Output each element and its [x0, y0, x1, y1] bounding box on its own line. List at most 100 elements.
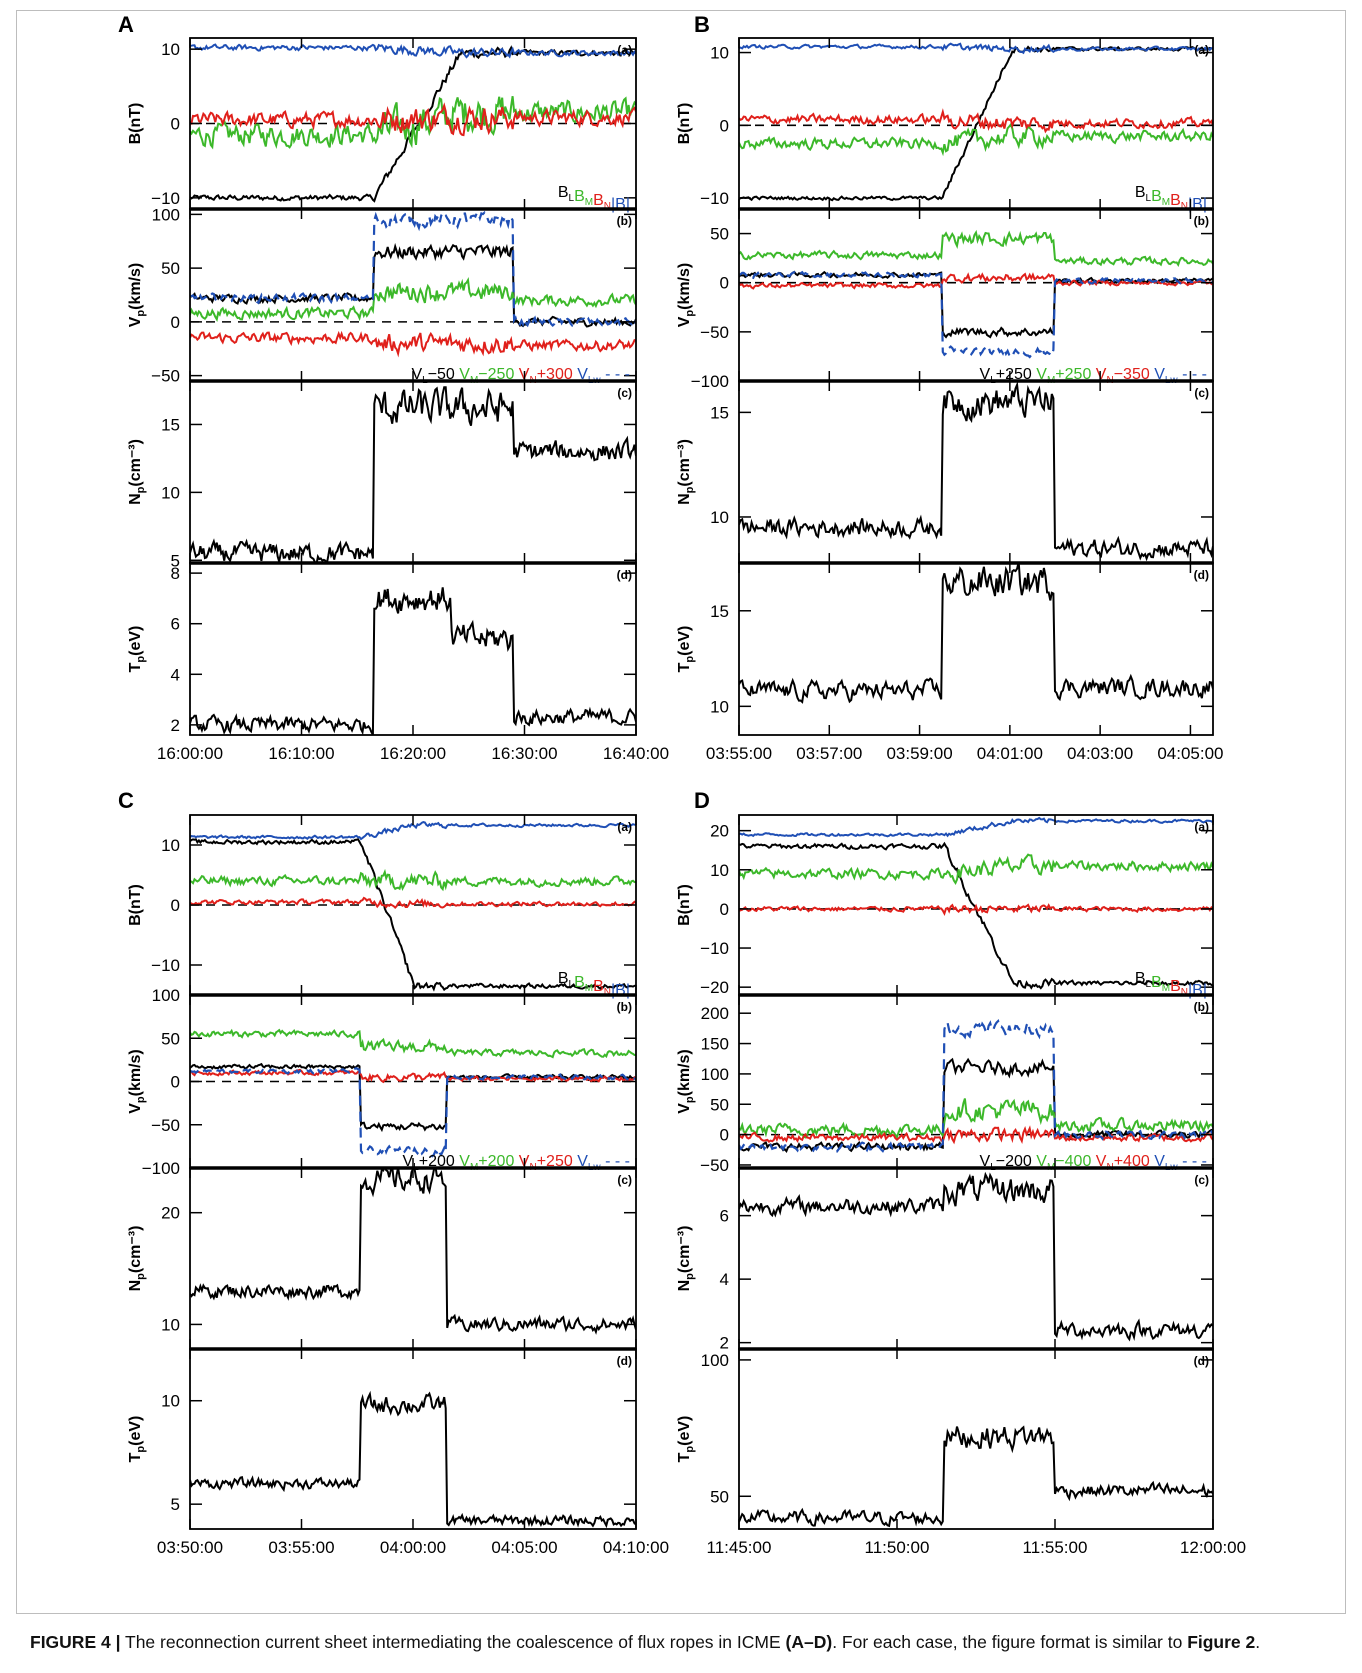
y-tick-label: 10	[710, 861, 729, 880]
legend-entry: V	[1150, 1153, 1165, 1170]
panel-tag: (a)	[1194, 43, 1209, 57]
y-tick-label: 10	[710, 508, 729, 527]
y-label-main: N	[676, 1280, 693, 1292]
series-line-bm	[190, 96, 636, 150]
legend-subscript: L	[569, 979, 575, 990]
legend-subscript: N	[1181, 201, 1188, 212]
caption-figure-ref: Figure 2	[1187, 1632, 1256, 1652]
panel-c-d: 5 10 Tp(eV) (d) 03:50:00 03:55:00 04:00:00 04:0…	[127, 1347, 669, 1557]
y-axis-label: Tp(eV)	[127, 626, 147, 673]
x-tick-label: 03:59:00	[886, 744, 952, 763]
legend-suffix: −250	[478, 366, 514, 383]
legend-entry: B	[1170, 192, 1181, 209]
y-axis-label: Np(cm⁻³)	[676, 1226, 696, 1292]
legend-suffix: −400	[1055, 1153, 1091, 1170]
legend-entry: B	[1170, 978, 1181, 995]
y-tick-label: 0	[720, 274, 729, 293]
y-axis-label: Np(cm⁻³)	[676, 439, 696, 505]
y-tick-label: 4	[171, 665, 180, 684]
y-label-unit: (km/s)	[127, 1049, 144, 1096]
y-label-sub: p	[684, 656, 696, 663]
legend-entry: V	[1091, 366, 1106, 383]
panel-legend: VL+200 VM+200 VN+250 VLw - - -	[403, 1153, 630, 1173]
legend-entry: V	[980, 366, 991, 383]
legend-entry: V	[573, 366, 588, 383]
legend-entry: V	[980, 1153, 991, 1170]
legend-suffix: +200	[478, 1153, 514, 1170]
series-line-np	[190, 386, 636, 563]
legend-entry: B	[558, 184, 569, 201]
series-line--b-	[190, 821, 636, 841]
panel-frame	[738, 994, 1214, 1169]
y-axis-label: Vp(km/s)	[127, 263, 147, 328]
y-label-sub: p	[135, 310, 147, 317]
y-tick-label: 2	[171, 716, 180, 735]
x-tick-label: 04:01:00	[977, 744, 1043, 763]
x-tick-label: 16:30:00	[491, 744, 557, 763]
y-tick-label: 10	[710, 697, 729, 716]
y-tick-label: −10	[151, 956, 180, 975]
series-line-bn	[739, 108, 1213, 134]
legend-entry: V	[514, 1153, 529, 1170]
series-line-vm-250	[190, 277, 636, 322]
y-tick-label: 10	[710, 44, 729, 63]
legend-suffix: +250	[537, 1153, 573, 1170]
y-label-main: T	[676, 662, 693, 672]
panel-legend: VL+250 VM+250 VN−350 VLw - - -	[980, 366, 1207, 386]
series-line-vl-250	[739, 270, 1213, 339]
y-label-main: N	[127, 493, 144, 505]
y-tick-label: 50	[161, 259, 180, 278]
y-tick-label: 100	[701, 1351, 729, 1370]
y-tick-label: −20	[700, 978, 729, 997]
series-line-bn	[739, 903, 1213, 917]
legend-subscript: N	[604, 201, 611, 212]
y-tick-label: 0	[720, 1126, 729, 1145]
y-tick-label: 0	[720, 116, 729, 135]
panel-tag: (b)	[1194, 214, 1209, 228]
x-tick-label: 04:10:00	[603, 1538, 669, 1557]
y-tick-label: −10	[700, 939, 729, 958]
series-line-vn-250	[190, 1068, 636, 1084]
y-tick-label: −50	[700, 323, 729, 342]
legend-subscript: M	[585, 197, 593, 208]
y-label-sub: p	[135, 656, 147, 663]
figure-border	[16, 10, 1346, 1613]
panel-d-b: −50 0 50 100 150 200 Vp(km/s) (b) VL−200 VM−400 …	[676, 993, 1214, 1175]
series-line-bm	[739, 122, 1213, 157]
y-label-main: V	[676, 1103, 693, 1114]
figure-caption: FIGURE 4 | The reconnection current shee…	[16, 1613, 1346, 1663]
x-tick-label: 16:40:00	[603, 744, 669, 763]
x-tick-label: 16:00:00	[157, 744, 223, 763]
panel-tag: (d)	[1194, 568, 1209, 582]
y-label-unit: (eV)	[127, 626, 144, 656]
series-line-np	[739, 1171, 1213, 1342]
x-tick-label: 11:55:00	[1023, 1538, 1088, 1557]
y-label-sub: p	[135, 1096, 147, 1103]
series-line-bm	[739, 853, 1213, 885]
legend-subscript: M	[1162, 983, 1170, 994]
y-tick-label: 100	[152, 205, 180, 224]
legend-entry: V	[514, 366, 529, 383]
series-line-vl-200	[190, 1062, 636, 1133]
series-line-vm-250	[739, 229, 1213, 267]
series-line-vlw	[190, 1066, 636, 1158]
series-line-np	[739, 381, 1213, 562]
y-tick-label: −10	[700, 189, 729, 208]
panel-c-b: −100 −50 0 50 100 Vp(km/s) (b) VL+200 VM+200 VN…	[127, 986, 637, 1178]
legend-suffix: +250	[1055, 366, 1091, 383]
y-tick-label: 20	[710, 822, 729, 841]
legend-entry: V	[1032, 366, 1047, 383]
x-tick-label: 12:00:00	[1180, 1538, 1246, 1557]
y-axis-label: Tp(eV)	[676, 626, 696, 673]
series-line--b-	[190, 43, 636, 59]
y-tick-label: 10	[161, 40, 180, 59]
panel-tag: (a)	[1194, 820, 1209, 834]
y-tick-label: 5	[171, 1495, 180, 1514]
legend-entry: B	[1151, 974, 1162, 991]
y-label-main: V	[127, 1103, 144, 1114]
panel-frame	[189, 562, 637, 736]
panel-c-c: 10 20 Np(cm⁻³) (c)	[127, 1166, 637, 1350]
legend-entry: B	[1135, 970, 1146, 987]
